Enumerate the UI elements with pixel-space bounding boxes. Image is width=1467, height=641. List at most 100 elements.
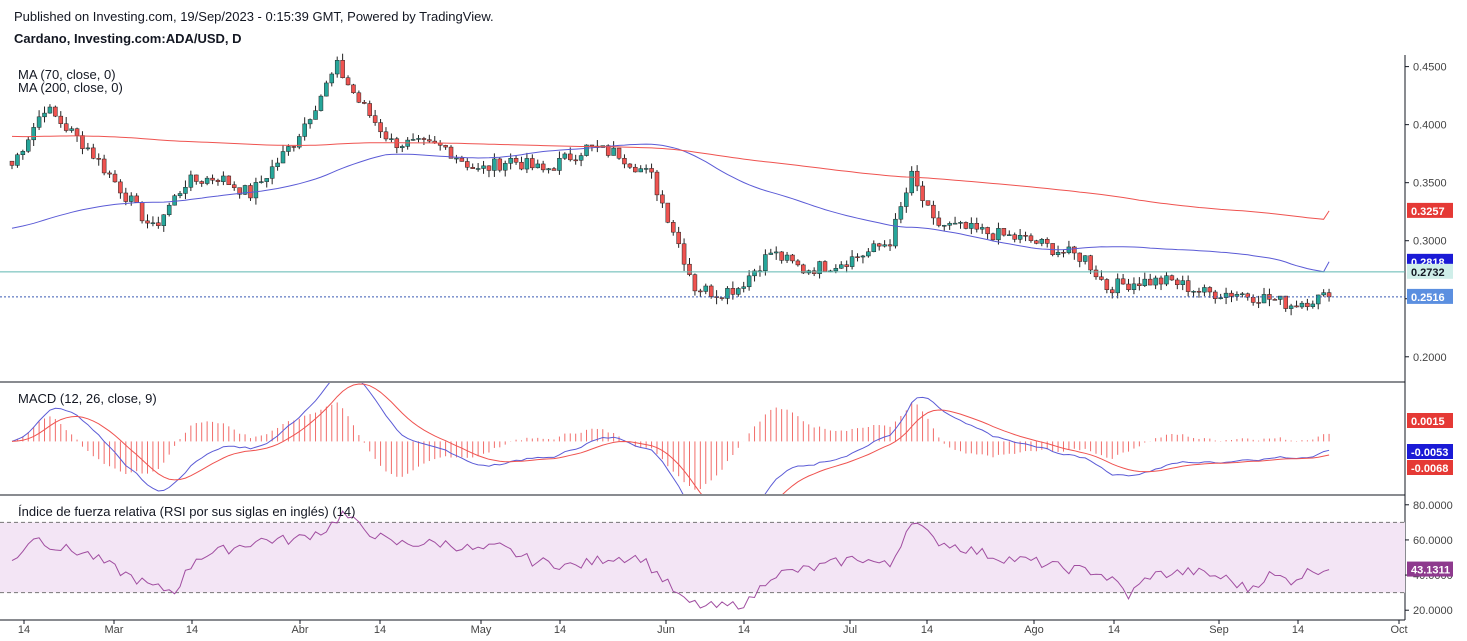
candle-body xyxy=(324,82,329,97)
candle xyxy=(855,253,860,262)
candle xyxy=(145,214,150,229)
candle-body xyxy=(215,179,221,182)
candle-body xyxy=(904,192,909,207)
candle xyxy=(1120,273,1126,285)
candle xyxy=(1321,289,1326,297)
candle xyxy=(36,110,42,131)
candle xyxy=(1250,294,1256,306)
candle xyxy=(1061,249,1066,258)
candle xyxy=(725,286,730,305)
candle xyxy=(340,53,345,79)
candle xyxy=(80,131,85,155)
candle-body xyxy=(1315,294,1321,305)
candle-body xyxy=(53,106,58,117)
candle-body xyxy=(557,158,562,171)
candle xyxy=(47,104,53,114)
candle xyxy=(166,202,172,217)
candle-body xyxy=(952,222,958,225)
candle xyxy=(670,220,676,236)
candle-body xyxy=(1110,289,1115,294)
candle-body xyxy=(1137,283,1142,286)
candle-body xyxy=(1120,278,1126,285)
candle-body xyxy=(134,195,139,203)
candle-body xyxy=(280,151,286,164)
candle xyxy=(595,140,600,153)
candle-body xyxy=(166,204,172,216)
candle-body xyxy=(269,166,275,179)
candle-body xyxy=(1028,235,1034,241)
candle-body xyxy=(540,163,546,171)
candle xyxy=(1191,290,1196,298)
candle-body xyxy=(302,123,307,137)
candle-body xyxy=(898,206,904,220)
candle-body xyxy=(1256,302,1261,304)
candle xyxy=(31,122,36,146)
candle xyxy=(454,154,459,164)
candle xyxy=(795,259,801,267)
candle xyxy=(530,154,535,171)
candle xyxy=(161,214,167,232)
time-tick-label: Mar xyxy=(105,624,124,636)
candle-body xyxy=(1147,278,1153,286)
candle xyxy=(839,261,844,269)
candle-body xyxy=(687,263,692,275)
candle xyxy=(622,154,627,169)
candle xyxy=(378,118,383,139)
candle-body xyxy=(101,158,107,174)
candle xyxy=(616,147,622,160)
time-tick-label: 14 xyxy=(554,624,566,636)
candle-body xyxy=(465,161,470,168)
candle-body xyxy=(649,168,654,173)
candle xyxy=(551,166,557,171)
candle-body xyxy=(627,163,633,168)
candle xyxy=(389,133,394,143)
candle-body xyxy=(318,95,324,111)
candle-body xyxy=(389,138,394,140)
time-tick-label: Sep xyxy=(1209,624,1229,636)
candle xyxy=(177,191,183,199)
candle-body xyxy=(822,261,828,272)
candle-body xyxy=(725,288,730,299)
candle-body xyxy=(112,173,118,183)
candle-body xyxy=(31,127,36,141)
candle-body xyxy=(513,158,519,163)
candle-body xyxy=(340,60,345,79)
candle xyxy=(410,133,416,141)
candle-body xyxy=(855,256,860,258)
candle-body xyxy=(925,200,931,206)
candle-body xyxy=(329,73,335,84)
candle-body xyxy=(584,144,589,156)
candle-body xyxy=(611,147,616,156)
candle-body xyxy=(920,185,925,201)
candle xyxy=(817,260,822,279)
candle-body xyxy=(616,147,622,159)
candle xyxy=(307,118,313,129)
candle-body xyxy=(893,218,898,247)
candle xyxy=(1272,298,1278,301)
candle xyxy=(128,192,134,206)
candle-body xyxy=(795,260,801,266)
candle-body xyxy=(80,135,85,149)
candle xyxy=(74,127,80,142)
candle xyxy=(264,178,269,188)
candle-body xyxy=(790,254,795,262)
candle xyxy=(540,160,546,173)
candle-body xyxy=(313,110,318,120)
candle-body xyxy=(459,157,465,162)
ma200-line xyxy=(11,135,1330,220)
candle xyxy=(876,242,882,251)
candle xyxy=(91,143,96,160)
candle xyxy=(736,287,741,297)
candle xyxy=(107,170,112,178)
candle-body xyxy=(427,139,432,142)
macd-value-badge-text: -0.0053 xyxy=(1411,447,1448,459)
candle-body xyxy=(1099,276,1104,280)
candle-body xyxy=(1218,297,1223,299)
candle xyxy=(925,200,931,206)
published-note: Published on Investing.com, 19/Sep/2023 … xyxy=(14,9,494,24)
candle xyxy=(465,157,470,171)
candle-body xyxy=(692,274,698,292)
candle-body xyxy=(519,161,524,170)
rsi-tick-label: 20.0000 xyxy=(1413,605,1453,617)
candle xyxy=(1093,265,1099,280)
